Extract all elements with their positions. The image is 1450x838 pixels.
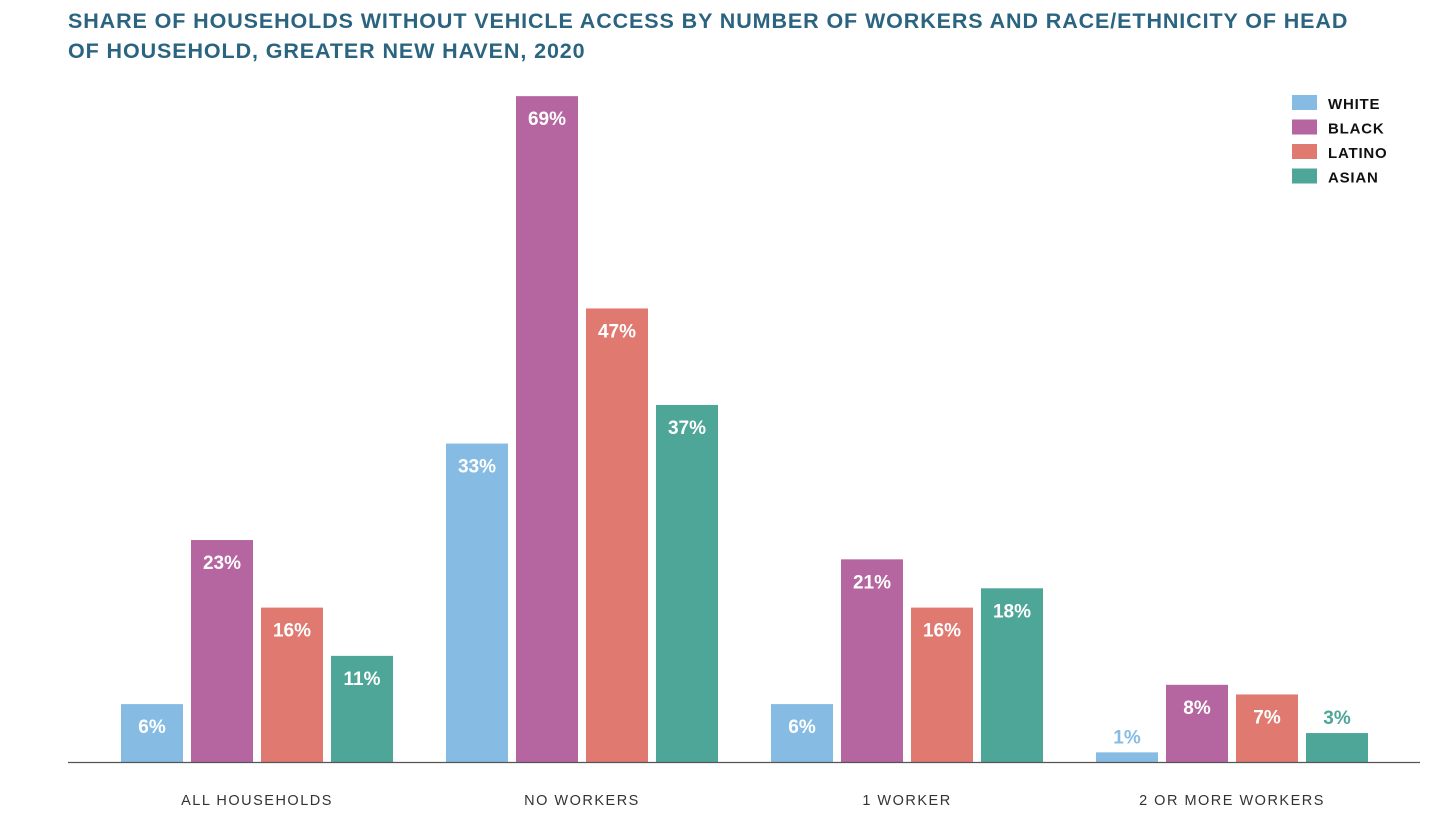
data-label: 69% bbox=[528, 109, 566, 130]
data-label: 47% bbox=[598, 321, 636, 342]
legend-label: BLACK bbox=[1328, 121, 1385, 138]
bar-latino bbox=[261, 607, 323, 762]
data-label: 6% bbox=[138, 717, 166, 738]
x-tick-label: ALL HOUSEHOLDS bbox=[181, 793, 333, 809]
bar-asian bbox=[1306, 733, 1368, 762]
bar-asian bbox=[981, 588, 1043, 762]
bar-white bbox=[121, 704, 183, 762]
data-label: 6% bbox=[788, 717, 816, 738]
bar-white bbox=[771, 704, 833, 762]
x-tick-label: 1 WORKER bbox=[862, 793, 951, 809]
bar-black bbox=[516, 96, 578, 762]
data-label: 8% bbox=[1183, 698, 1211, 719]
data-label: 37% bbox=[668, 418, 706, 439]
data-label: 16% bbox=[923, 621, 961, 642]
bar-latino bbox=[586, 308, 648, 762]
data-label: 18% bbox=[993, 601, 1031, 622]
legend-label: WHITE bbox=[1328, 96, 1380, 113]
legend-swatch-asian bbox=[1292, 168, 1317, 184]
data-label: 7% bbox=[1253, 707, 1281, 728]
chart-title: SHARE OF HOUSEHOLDS WITHOUT VEHICLE ACCE… bbox=[68, 9, 1349, 63]
x-tick-label: 2 OR MORE WORKERS bbox=[1139, 793, 1325, 809]
data-label: 1% bbox=[1113, 727, 1141, 748]
legend-swatch-white bbox=[1292, 95, 1317, 110]
bar-asian bbox=[656, 404, 718, 762]
data-label: 16% bbox=[273, 621, 311, 642]
data-label: 11% bbox=[344, 669, 381, 690]
legend-label: ASIAN bbox=[1328, 170, 1379, 187]
data-label: 23% bbox=[203, 553, 241, 574]
bar-black bbox=[191, 540, 253, 762]
data-label: 33% bbox=[458, 457, 496, 478]
data-label: 3% bbox=[1323, 708, 1351, 729]
bar-white bbox=[1096, 752, 1158, 762]
bar-black bbox=[1166, 684, 1228, 762]
data-label: 21% bbox=[853, 572, 891, 593]
bar-asian bbox=[331, 655, 393, 762]
bar-latino bbox=[911, 607, 973, 762]
bar-white bbox=[446, 443, 508, 762]
bar-black bbox=[841, 559, 903, 762]
legend-label: LATINO bbox=[1328, 145, 1388, 162]
bar-latino bbox=[1236, 694, 1298, 762]
legend-swatch-latino bbox=[1292, 144, 1317, 159]
x-tick-label: NO WORKERS bbox=[524, 793, 640, 809]
legend-swatch-black bbox=[1292, 119, 1317, 135]
